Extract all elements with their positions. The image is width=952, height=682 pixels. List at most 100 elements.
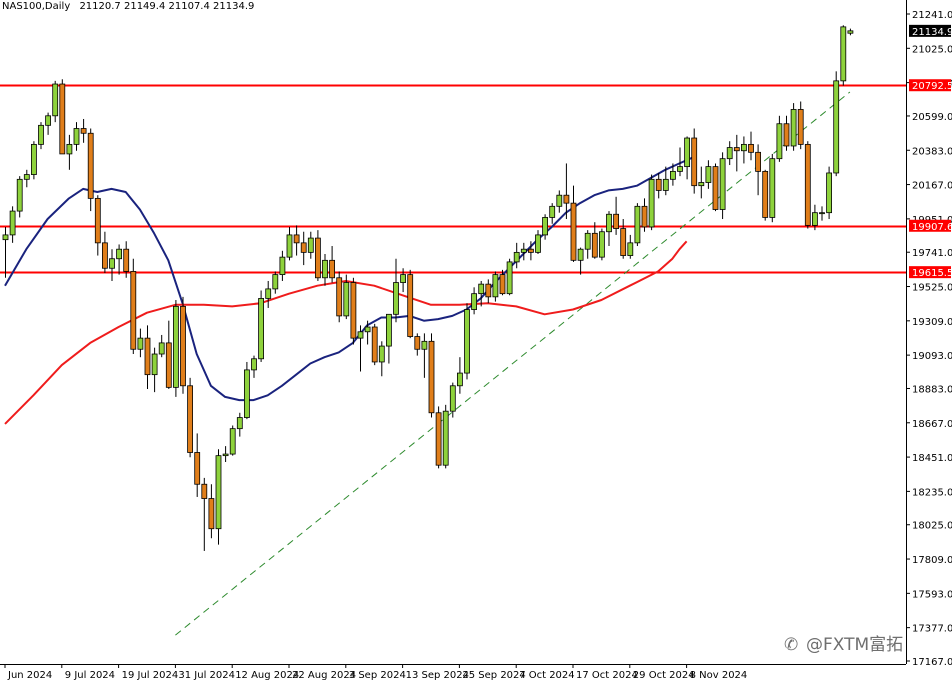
candle-body (116, 248, 122, 260)
candle-body (726, 147, 733, 160)
candle-body (577, 248, 584, 261)
last-price-tag-bg (909, 24, 951, 37)
candle-body (662, 178, 669, 191)
symbol-header: NAS100,Daily 21120.7 21149.4 21107.4 211… (2, 1, 254, 12)
candle-body (385, 313, 392, 347)
price-tick-label: 20167.0 (912, 181, 952, 192)
moving-average-line (4, 240, 688, 425)
candle-body (23, 174, 30, 180)
candle-body (677, 166, 683, 172)
candle-body (279, 256, 286, 276)
time-tick-label: 9 Jul 2024 (65, 670, 115, 681)
price-axis: 21241.021025.020809.020599.020383.020167… (906, 10, 952, 668)
price-tick-label: 20599.0 (912, 112, 952, 123)
level-price-tag: 19907.6 (912, 222, 952, 233)
candle-body (215, 455, 222, 530)
candle-body (599, 231, 605, 258)
candle-body (748, 143, 754, 153)
candle-body (265, 288, 272, 299)
candle-body (343, 282, 350, 317)
candle-body (840, 26, 847, 82)
candle-body (222, 453, 229, 457)
candles (2, 25, 854, 551)
candle-body (52, 83, 59, 117)
candle-body (158, 342, 165, 355)
candle-body (243, 369, 250, 418)
candle-body (38, 124, 44, 145)
candle-body (307, 237, 314, 253)
level-price-tag-bg (909, 266, 951, 279)
candle-body (812, 212, 818, 226)
candle-body (449, 385, 456, 412)
time-tick-label: 19 Jul 2024 (122, 670, 179, 681)
price-tick-label: 18451.0 (912, 453, 952, 464)
candle-body (109, 258, 115, 269)
time-tick-label: 17 Oct 2024 (576, 670, 638, 681)
candle-body (591, 232, 598, 258)
candle-body (407, 274, 414, 337)
time-tick-label: 31 Jul 2024 (178, 670, 235, 681)
level-price-tag: 19615.5 (912, 268, 952, 279)
candle-body (80, 128, 87, 134)
price-tick-label: 17809.0 (912, 555, 952, 566)
candle-body (286, 234, 293, 258)
candle-body (172, 305, 179, 388)
fxtm-logo-icon: ✆ (784, 635, 798, 655)
last-price-tag: 21134.9 (912, 27, 952, 38)
candle-body (144, 337, 151, 376)
candle-body (741, 143, 747, 152)
level-price-tag-bg (909, 219, 951, 232)
candle-body (691, 137, 698, 187)
candle-body (847, 30, 854, 34)
candle-body (471, 293, 478, 310)
candle-body (123, 248, 130, 272)
candle-body (314, 237, 321, 279)
level-price-tag-bg (909, 79, 951, 92)
candle-body (229, 428, 236, 455)
candle-body (698, 182, 705, 187)
candle-body (130, 271, 137, 350)
candle-body (655, 178, 662, 191)
candle-body (528, 248, 534, 253)
candle-body (797, 109, 804, 145)
candle-body (194, 452, 201, 485)
price-tick-label: 18667.0 (912, 419, 952, 430)
candle-body (783, 123, 790, 147)
candle-body (634, 205, 641, 244)
price-tick-label: 19741.0 (912, 248, 952, 259)
candle-body (826, 172, 832, 214)
candle-body (712, 166, 719, 210)
candle-body (59, 83, 66, 155)
candle-body (563, 194, 570, 204)
price-tags: 20792.5 19907.6 19615.5 21134.9 (909, 24, 952, 279)
candle-body (322, 259, 328, 279)
time-tick-label: 12 Aug 2024 (235, 670, 299, 681)
price-tick-label: 18025.0 (912, 521, 952, 532)
candle-body (520, 248, 527, 253)
candle-body (272, 274, 279, 290)
candle-body (2, 234, 9, 241)
candle-body (733, 147, 740, 152)
candle-body (357, 331, 364, 339)
price-tick-label: 17593.0 (912, 589, 952, 600)
time-tick-label: 3 Sep 2024 (349, 670, 406, 681)
candle-body (350, 282, 357, 339)
candle-body (180, 305, 186, 387)
candle-body (378, 345, 385, 363)
candle-body (833, 80, 840, 174)
candle-body (45, 115, 51, 126)
candle-body (790, 109, 797, 147)
candle-body (102, 242, 108, 269)
candle-body (393, 282, 399, 315)
candle-body (542, 217, 548, 236)
time-tick-label: Jun 2024 (7, 670, 52, 681)
candle-body (606, 213, 612, 233)
candle-body (648, 178, 655, 228)
candle-body (719, 158, 726, 210)
price-tick-label: 20383.0 (912, 146, 952, 157)
price-tick-label: 19309.0 (912, 317, 952, 328)
candle-body (9, 210, 16, 236)
time-tick-label: 22 Aug 2024 (292, 670, 356, 681)
candle-body (137, 337, 144, 350)
